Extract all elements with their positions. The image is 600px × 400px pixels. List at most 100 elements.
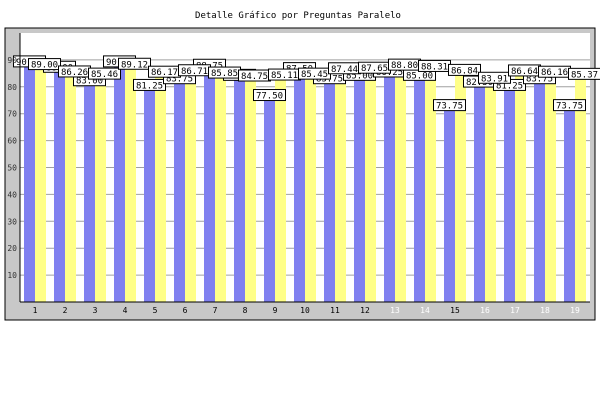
- bar-series-1-14: [414, 73, 425, 302]
- svg-text:85.37: 85.37: [571, 70, 598, 80]
- svg-text:85.11: 85.11: [271, 71, 298, 81]
- x-tick-label: 13: [390, 306, 400, 315]
- x-tick-label: 12: [360, 306, 370, 315]
- svg-text:87.44: 87.44: [331, 65, 358, 75]
- svg-text:85.00: 85.00: [406, 71, 433, 81]
- bar-series-2-13: [395, 63, 406, 303]
- x-tick-label: 14: [420, 306, 430, 315]
- y-tick-label: 10: [7, 271, 17, 280]
- x-tick-label: 8: [243, 306, 248, 315]
- bar-series-2-2: [65, 69, 76, 302]
- bar-series-1-15: [444, 103, 455, 302]
- y-tick-label: 80: [7, 83, 17, 92]
- svg-text:85.85: 85.85: [211, 69, 238, 79]
- bar-series-1-17: [504, 83, 515, 302]
- x-tick-label: 3: [93, 306, 98, 315]
- data-labels: 90.0088.0083.0090.0081.2583.7588.7585.00…: [13, 55, 600, 112]
- bar-series-2-12: [365, 66, 376, 302]
- bar-series-1-5: [144, 83, 155, 302]
- y-tick-label: 60: [7, 137, 17, 146]
- svg-text:85.00: 85.00: [346, 71, 373, 81]
- y-tick-label: 30: [7, 217, 17, 226]
- data-label-2-9: 85.11: [268, 68, 301, 81]
- data-label-1-19: 73.75: [553, 99, 586, 112]
- data-label-2-1: 89.00: [28, 58, 61, 71]
- svg-text:86.26: 86.26: [61, 68, 88, 78]
- x-tick-label: 6: [183, 306, 188, 315]
- svg-text:83.75: 83.75: [526, 75, 553, 85]
- data-label-2-8: 84.75: [238, 69, 271, 82]
- svg-text:86.84: 86.84: [451, 66, 478, 76]
- y-tick-label: 40: [7, 190, 17, 199]
- bar-series-1-7: [204, 63, 215, 303]
- bar-series-1-2: [54, 65, 65, 302]
- x-tick-label: 7: [213, 306, 218, 315]
- x-tick-label: 10: [300, 306, 310, 315]
- svg-text:89.00: 89.00: [31, 61, 58, 71]
- data-label-2-7: 85.85: [208, 66, 241, 79]
- svg-text:83.75: 83.75: [316, 75, 343, 85]
- x-tick-label: 19: [570, 306, 580, 315]
- bar-series-1-9: [264, 93, 275, 303]
- svg-text:83.00: 83.00: [76, 77, 103, 87]
- x-tick-label: 4: [123, 306, 128, 315]
- svg-text:85.46: 85.46: [91, 70, 118, 80]
- data-label-2-10: 85.45: [298, 67, 331, 80]
- data-label-2-19: 85.37: [568, 67, 600, 80]
- svg-text:81.25: 81.25: [136, 81, 163, 91]
- data-label-2-5: 86.17: [148, 65, 181, 78]
- x-tick-label: 2: [63, 306, 68, 315]
- svg-text:86.17: 86.17: [151, 68, 178, 78]
- bar-series-2-11: [335, 66, 346, 302]
- bar-series-2-19: [575, 72, 586, 302]
- data-label-2-3: 85.46: [88, 67, 121, 80]
- svg-text:84.75: 84.75: [241, 72, 268, 82]
- data-label-2-6: 86.71: [178, 64, 211, 77]
- svg-text:89.12: 89.12: [121, 60, 148, 70]
- svg-text:86.64: 86.64: [511, 67, 538, 77]
- data-label-1-15: 73.75: [433, 99, 466, 112]
- data-label-2-11: 87.44: [328, 62, 361, 75]
- bar-series-2-6: [185, 68, 196, 303]
- x-tick-label: 9: [273, 306, 278, 315]
- svg-text:86.16: 86.16: [541, 68, 568, 78]
- x-tick-label: 11: [330, 306, 340, 315]
- bar-series-2-16: [485, 76, 496, 302]
- x-tick-label: 15: [450, 306, 460, 315]
- data-label-2-2: 86.26: [58, 65, 91, 78]
- bar-series-2-9: [275, 73, 286, 302]
- data-label-2-4: 89.12: [118, 57, 151, 70]
- x-tick-label: 17: [510, 306, 520, 315]
- bar-series-2-5: [155, 70, 166, 302]
- x-tick-label: 1: [33, 306, 38, 315]
- bar-series-1-8: [234, 73, 245, 302]
- data-label-2-17: 86.64: [508, 64, 541, 77]
- bar-series-2-1: [35, 62, 46, 303]
- svg-text:86.71: 86.71: [181, 67, 208, 77]
- bar-series-2-15: [455, 68, 466, 303]
- svg-text:88.31: 88.31: [421, 62, 448, 72]
- bar-series-2-3: [95, 72, 106, 302]
- svg-text:81.25: 81.25: [496, 81, 523, 91]
- bar-series-2-7: [215, 71, 226, 302]
- data-label-2-16: 83.91: [478, 71, 511, 84]
- bar-series-1-6: [174, 76, 185, 303]
- svg-text:77.50: 77.50: [256, 92, 283, 102]
- svg-text:73.75: 73.75: [436, 102, 463, 112]
- bars: [24, 59, 586, 303]
- bar-series-2-17: [515, 68, 526, 302]
- bar-series-2-14: [425, 64, 436, 302]
- bar-series-1-10: [294, 66, 305, 302]
- data-label-2-18: 86.16: [538, 65, 571, 78]
- bar-series-1-19: [564, 103, 575, 302]
- bar-series-1-3: [84, 78, 95, 302]
- bar-series-2-4: [125, 62, 136, 303]
- svg-text:88.80: 88.80: [391, 61, 418, 71]
- data-label-2-13: 88.80: [388, 58, 421, 71]
- svg-text:85.45: 85.45: [301, 70, 328, 80]
- bar-series-1-13: [384, 69, 395, 302]
- svg-text:87.65: 87.65: [361, 64, 388, 74]
- data-label-1-9: 77.50: [253, 89, 286, 102]
